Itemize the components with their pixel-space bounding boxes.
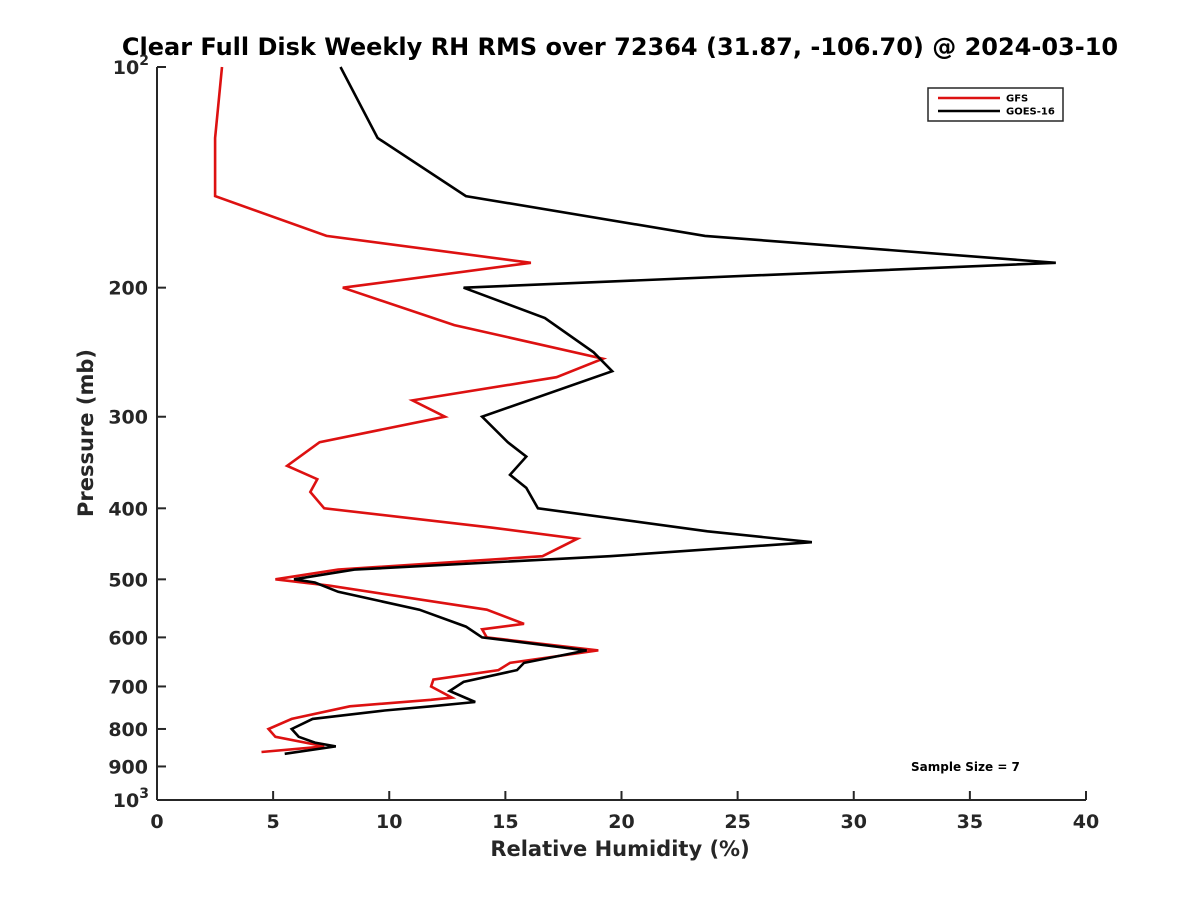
- sample-size-annotation: Sample Size = 7: [911, 760, 1020, 774]
- y-tick-label: 900: [108, 756, 148, 778]
- x-axis-label: Relative Humidity (%): [490, 837, 749, 861]
- legend-box: [927, 87, 1064, 122]
- y-tick-label: 600: [108, 627, 148, 649]
- y-axis-label: Pressure (mb): [74, 349, 98, 517]
- x-tick-label: 30: [841, 811, 867, 833]
- x-tick-label: 35: [957, 811, 983, 833]
- series-line-gfs: [213, 66, 608, 754]
- y-tick-label: 103: [113, 786, 149, 812]
- x-tick-label: 0: [150, 811, 163, 833]
- x-tick-label: 10: [376, 811, 402, 833]
- x-tick-label: 20: [608, 811, 634, 833]
- series-lines: [213, 66, 1056, 756]
- y-tick-label: 700: [108, 676, 148, 698]
- y-tick-label: 400: [108, 498, 148, 520]
- chart-title: Clear Full Disk Weekly RH RMS over 72364…: [122, 33, 1118, 61]
- x-tick-label: 5: [267, 811, 280, 833]
- x-tick-label: 25: [724, 811, 750, 833]
- y-tick-label: 500: [108, 569, 148, 591]
- series-line-goes16: [284, 66, 1056, 756]
- x-axis-ticks: 0 5 10 15 20 25 30 35 40: [150, 791, 1099, 833]
- y-tick-label: 300: [108, 407, 148, 429]
- x-tick-label: 40: [1073, 811, 1099, 833]
- plot-area: 0 5 10 15 20 25 30 35 40 102 200 300 400 500 600 700 80…: [108, 53, 1099, 833]
- y-tick-label: 102: [113, 53, 149, 79]
- legend-label-gfs: GFS: [1006, 94, 1028, 105]
- y-tick-label: 800: [108, 719, 148, 741]
- y-tick-label: 200: [108, 278, 148, 300]
- x-tick-label: 15: [492, 811, 518, 833]
- y-axis-ticks: 102 200 300 400 500 600 700 800 900 103: [108, 53, 166, 812]
- legend-label-goes16: GOES-16: [1006, 107, 1055, 118]
- legend: GFS GOES-16: [927, 87, 1064, 122]
